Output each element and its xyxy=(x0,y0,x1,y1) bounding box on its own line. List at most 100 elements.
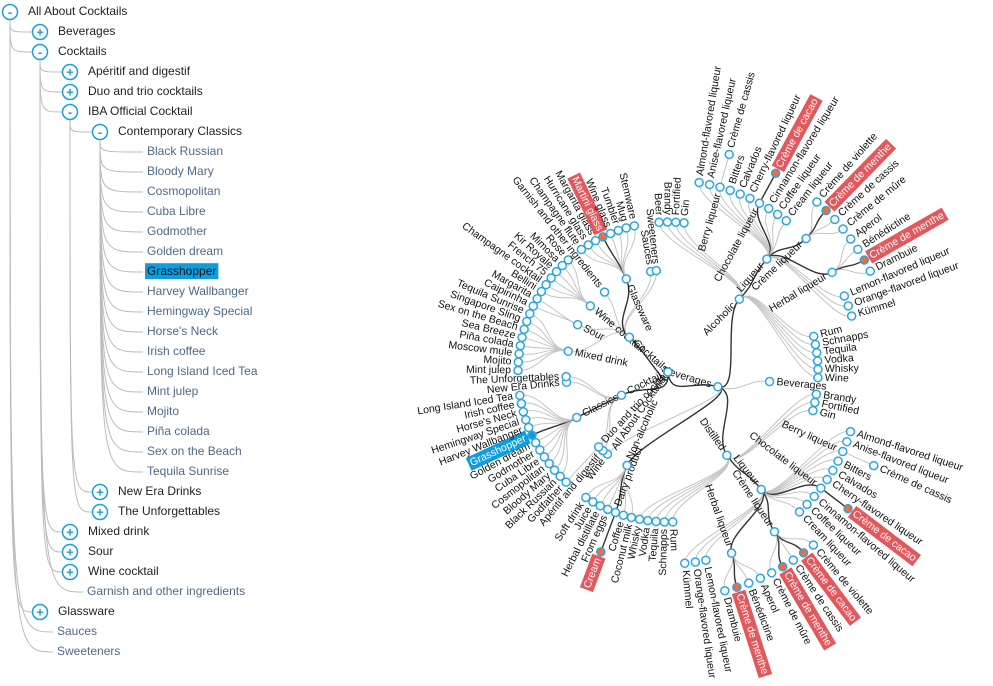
toggle-sign[interactable]: + xyxy=(96,504,104,519)
node-dot[interactable] xyxy=(517,332,527,343)
toggle-sign[interactable]: + xyxy=(66,544,74,559)
toggle-icon[interactable] xyxy=(61,103,79,121)
node-dot[interactable] xyxy=(581,492,591,503)
tree-row[interactable]: Irish coffee xyxy=(147,344,206,358)
tree-row[interactable]: + Duo and trio cocktails xyxy=(61,83,203,101)
node-label[interactable]: Gin xyxy=(679,199,693,217)
radial-node[interactable]: Berry liqueur xyxy=(780,418,848,457)
toggle-sign[interactable]: + xyxy=(66,524,74,539)
node-dot[interactable] xyxy=(763,203,774,214)
node-dot[interactable] xyxy=(808,331,819,342)
tree-row[interactable]: Sex on the Beach xyxy=(147,444,242,458)
node-dot[interactable] xyxy=(536,286,547,297)
tree-label[interactable]: All About Cocktails xyxy=(28,4,127,18)
toggle-icon[interactable] xyxy=(31,43,49,61)
radial-node[interactable]: Vodka xyxy=(812,352,855,366)
tree-row[interactable]: Bloody Mary xyxy=(147,164,214,178)
node-label[interactable]: Kümmel xyxy=(680,570,695,609)
node-dot[interactable] xyxy=(833,456,843,466)
node-dot[interactable] xyxy=(770,168,781,179)
node-dot[interactable] xyxy=(838,224,848,234)
node-dot[interactable] xyxy=(827,267,837,278)
node-dot[interactable] xyxy=(522,316,532,327)
node-label[interactable]: Whisky xyxy=(825,362,860,375)
toggle-sign[interactable]: + xyxy=(96,484,104,499)
node-dot[interactable] xyxy=(865,266,875,276)
node-dot[interactable] xyxy=(830,214,840,225)
node-dot[interactable] xyxy=(515,390,525,401)
tree-label[interactable]: Golden dream xyxy=(147,244,223,258)
node-dot[interactable] xyxy=(766,568,777,578)
node-label[interactable]: Mojito xyxy=(483,354,512,368)
tree-row[interactable]: + Glassware xyxy=(31,603,116,621)
tree-row[interactable]: Golden dream xyxy=(147,244,223,258)
node-label[interactable]: Berry liqueur xyxy=(696,192,724,253)
node-dot[interactable] xyxy=(732,582,742,592)
tree-row[interactable]: Mint julep xyxy=(147,384,199,398)
node-label[interactable]: Beverages xyxy=(776,376,827,393)
tree-row[interactable]: Sauces xyxy=(57,624,97,638)
node-dot[interactable] xyxy=(772,209,783,220)
tree-label[interactable]: Harvey Wallbanger xyxy=(147,284,249,298)
node-dot[interactable] xyxy=(868,460,879,471)
node-dot[interactable] xyxy=(725,185,735,196)
node-dot[interactable] xyxy=(557,260,568,271)
tree-row[interactable]: + The Unforgettables xyxy=(91,503,221,521)
node-dot[interactable] xyxy=(846,311,857,321)
radial-node[interactable]: Distilled xyxy=(697,416,732,461)
tree-label[interactable]: Apéritif and digestif xyxy=(88,64,191,78)
node-dot[interactable] xyxy=(515,340,526,351)
node-dot[interactable] xyxy=(590,235,601,246)
node-dot[interactable] xyxy=(808,540,819,550)
node-dot[interactable] xyxy=(843,503,853,514)
toggle-icon[interactable] xyxy=(91,123,109,141)
node-label[interactable]: Gin xyxy=(818,406,837,422)
node-dot[interactable] xyxy=(690,557,701,567)
node-dot[interactable] xyxy=(546,273,556,283)
node-dot[interactable] xyxy=(777,562,788,572)
tree-row[interactable]: - Contemporary Classics xyxy=(91,123,243,141)
toggle-sign[interactable]: + xyxy=(36,604,44,619)
node-dot[interactable] xyxy=(671,217,681,227)
tree-label[interactable]: Mojito xyxy=(147,404,179,418)
node-label[interactable]: Berry liqueur xyxy=(780,418,840,454)
node-dot[interactable] xyxy=(845,234,856,244)
node-dot[interactable] xyxy=(808,405,818,416)
node-dot[interactable] xyxy=(769,527,780,537)
node-dot[interactable] xyxy=(622,460,632,471)
node-dot[interactable] xyxy=(618,510,629,520)
radial-node[interactable]: The Unforgettables xyxy=(470,371,571,387)
toggle-sign[interactable]: + xyxy=(66,84,74,99)
node-dot[interactable] xyxy=(822,474,832,485)
node-dot[interactable] xyxy=(842,436,852,447)
node-dot[interactable] xyxy=(813,372,823,383)
node-dot[interactable] xyxy=(605,228,616,239)
node-dot[interactable] xyxy=(576,244,587,255)
node-dot[interactable] xyxy=(859,255,870,265)
node-label[interactable]: Rum xyxy=(819,323,844,340)
radial-node[interactable]: Gin xyxy=(679,199,693,228)
tree-label[interactable]: Black Russian xyxy=(147,144,223,158)
tree-row[interactable]: + Sour xyxy=(61,543,114,561)
node-dot[interactable] xyxy=(734,294,745,304)
node-label[interactable]: Brandy xyxy=(661,182,673,216)
node-label[interactable]: Mixed drink xyxy=(574,347,630,370)
tree-label[interactable]: Cosmopolitan xyxy=(147,184,220,198)
node-dot[interactable] xyxy=(563,255,574,265)
node-label[interactable]: Beer xyxy=(652,193,665,216)
tree-label[interactable]: Contemporary Classics xyxy=(118,124,242,138)
tree-label[interactable]: Duo and trio cocktails xyxy=(88,84,203,98)
node-dot[interactable] xyxy=(599,287,610,297)
tree-row[interactable]: Grasshopper xyxy=(145,263,219,280)
node-dot[interactable] xyxy=(801,233,811,244)
node-dot[interactable] xyxy=(563,346,573,357)
tree-label[interactable]: Grasshopper xyxy=(147,264,216,278)
node-dot[interactable] xyxy=(812,197,822,207)
tree-label[interactable]: New Era Drinks xyxy=(118,484,201,498)
toggle-icon[interactable] xyxy=(31,603,49,621)
node-dot[interactable] xyxy=(756,484,767,495)
node-dot[interactable] xyxy=(595,501,605,511)
node-dot[interactable] xyxy=(527,430,537,440)
node-label[interactable]: Fortified xyxy=(670,177,684,216)
node-dot[interactable] xyxy=(523,422,534,433)
